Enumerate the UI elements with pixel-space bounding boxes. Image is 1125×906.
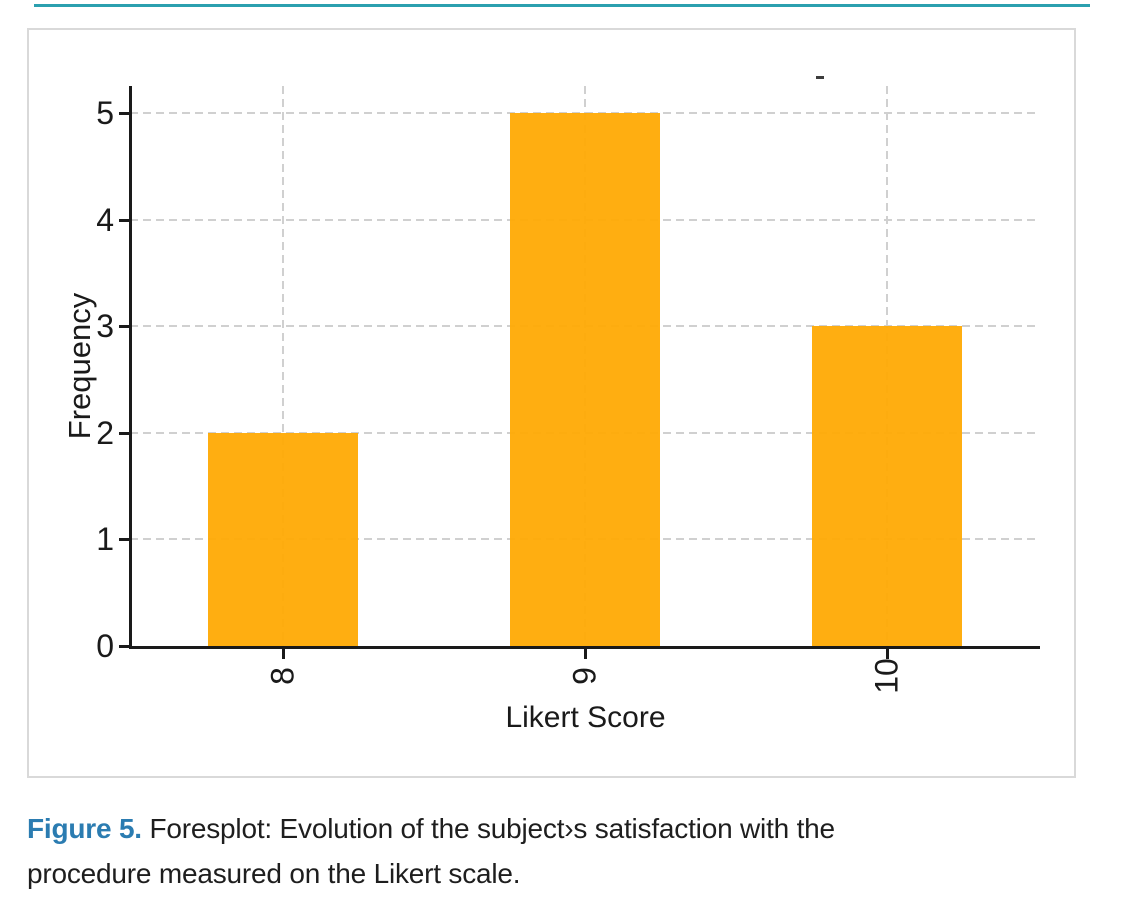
figure-caption-text-line2: procedure measured on the Likert scale. <box>27 858 521 889</box>
figure-box <box>27 28 1076 778</box>
top-rule <box>34 4 1090 7</box>
figure-caption-label: Figure 5. <box>27 813 142 844</box>
figure-caption-text-line1: Foresplot: Evolution of the subject›s sa… <box>149 813 835 844</box>
figure-caption: Figure 5. Foresplot: Evolution of the su… <box>27 806 1057 896</box>
